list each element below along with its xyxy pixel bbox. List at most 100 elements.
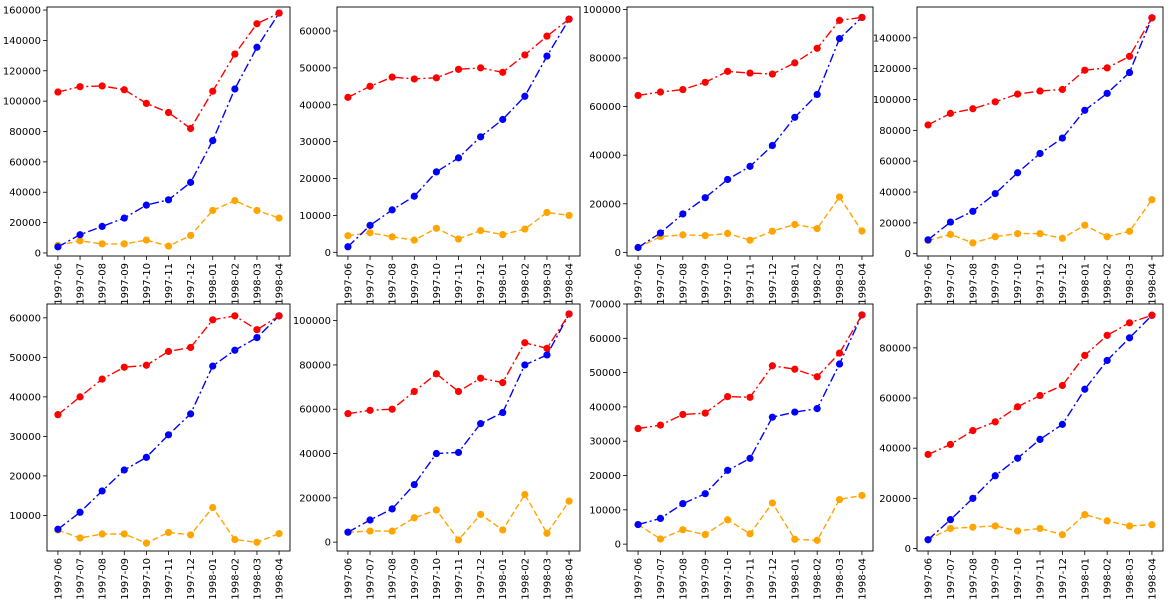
data-point <box>813 405 821 413</box>
data-point <box>835 349 844 357</box>
data-point <box>231 535 239 544</box>
data-point <box>746 454 754 462</box>
data-point <box>120 530 128 538</box>
data-point <box>724 67 732 75</box>
data-point <box>543 344 551 352</box>
data-point <box>1148 14 1156 22</box>
data-point <box>388 233 396 241</box>
x-tick-label: 1997-12 <box>476 263 487 305</box>
series-line <box>347 493 570 542</box>
data-point <box>791 535 799 543</box>
data-point <box>791 220 799 229</box>
y-tick-label: 0 <box>325 248 331 259</box>
x-tick-label: 1997-11 <box>454 263 465 305</box>
x-tick-label: 1997-07 <box>946 558 957 600</box>
x-tick-label: 1997-08 <box>968 263 979 305</box>
x-tick-label: 1998-03 <box>542 558 553 600</box>
data-point <box>1036 524 1044 533</box>
data-point <box>1036 230 1044 238</box>
data-point <box>991 418 999 426</box>
data-point <box>253 538 261 546</box>
data-point <box>1014 527 1022 535</box>
data-point <box>454 448 463 457</box>
axes-frame <box>916 303 1164 552</box>
x-tick-label: 1997-11 <box>164 558 175 600</box>
data-point <box>120 214 128 222</box>
y-tick-label: 100000 <box>293 316 331 327</box>
data-point <box>98 375 106 383</box>
data-point <box>366 527 374 535</box>
data-point <box>76 508 84 516</box>
y-tick-label: 10000 <box>9 511 41 522</box>
y-tick-label: 60000 <box>589 334 621 345</box>
y-tick-label: 30000 <box>299 137 331 148</box>
data-point <box>477 420 485 428</box>
x-tick-label: 1998-01 <box>208 558 219 600</box>
data-point <box>1014 90 1022 98</box>
data-point <box>477 374 485 382</box>
x-tick-label: 1998-03 <box>1125 263 1136 305</box>
series-line <box>927 199 1153 244</box>
x-tick-label: 1998-03 <box>542 263 553 305</box>
y-tick-label: 100000 <box>873 95 911 106</box>
series-line <box>347 18 570 248</box>
data-point <box>209 362 217 370</box>
data-point <box>1103 64 1111 72</box>
data-point <box>477 64 485 72</box>
x-tick-label: 1997-07 <box>656 263 667 305</box>
data-point <box>187 231 195 240</box>
data-point <box>231 85 239 93</box>
y-tick-label: 80000 <box>879 343 911 354</box>
data-point <box>231 196 239 205</box>
series-line <box>637 314 863 430</box>
data-point <box>366 82 374 90</box>
data-point <box>142 361 150 369</box>
data-point <box>275 530 283 538</box>
subplot-7: 0 10000 20000 30000 40000 50000 60000 70000 1997… <box>589 300 874 600</box>
x-tick-label: 1997-08 <box>678 558 689 600</box>
data-point <box>454 387 463 396</box>
y-tick-label: 60000 <box>879 157 911 168</box>
x-tick-label: 1998-01 <box>1080 558 1091 600</box>
y-tick-label: 20000 <box>299 174 331 185</box>
x-tick-label: 1997-07 <box>366 558 377 600</box>
data-point <box>499 379 507 387</box>
data-point <box>366 229 374 237</box>
data-point <box>991 233 999 241</box>
x-tick-label: 1997-11 <box>1036 558 1047 600</box>
x-tick-label: 1997-12 <box>768 558 779 600</box>
subplot-3: 0 20000 40000 60000 80000 100000 1997-06 1997-0… <box>583 5 874 305</box>
data-point <box>388 206 396 214</box>
data-point <box>1148 311 1156 319</box>
data-point <box>835 193 844 201</box>
subplot-2: 0 10000 20000 30000 40000 50000 60000 1997-06 19… <box>299 6 581 305</box>
series-line <box>347 313 570 415</box>
y-tick-label: 50000 <box>9 353 41 364</box>
series-line <box>57 12 280 248</box>
data-point <box>521 339 529 347</box>
data-point <box>565 15 573 23</box>
data-point <box>388 527 396 535</box>
data-point <box>991 189 999 198</box>
data-point <box>76 83 84 91</box>
subplot-4: 0 20000 40000 60000 80000 100000 120000 140000 1… <box>873 6 1164 305</box>
x-tick-label: 1997-07 <box>76 558 87 600</box>
x-tick-label: 1997-07 <box>76 263 87 305</box>
data-point <box>54 411 62 419</box>
data-point <box>521 51 529 59</box>
y-tick-label: 20000 <box>879 494 911 505</box>
x-tick-label: 1997-11 <box>746 558 757 600</box>
data-point <box>724 175 732 184</box>
data-point <box>209 87 217 95</box>
data-point <box>543 208 551 217</box>
y-tick-label: 50000 <box>589 368 621 379</box>
x-tick-label: 1998-02 <box>520 263 531 305</box>
data-point <box>656 421 665 429</box>
x-tick-label: 1997-07 <box>366 263 377 305</box>
data-point <box>164 242 173 250</box>
x-tick-label: 1997-11 <box>454 558 465 600</box>
data-point <box>1103 517 1111 525</box>
data-point <box>634 424 642 433</box>
data-point <box>1058 531 1066 539</box>
